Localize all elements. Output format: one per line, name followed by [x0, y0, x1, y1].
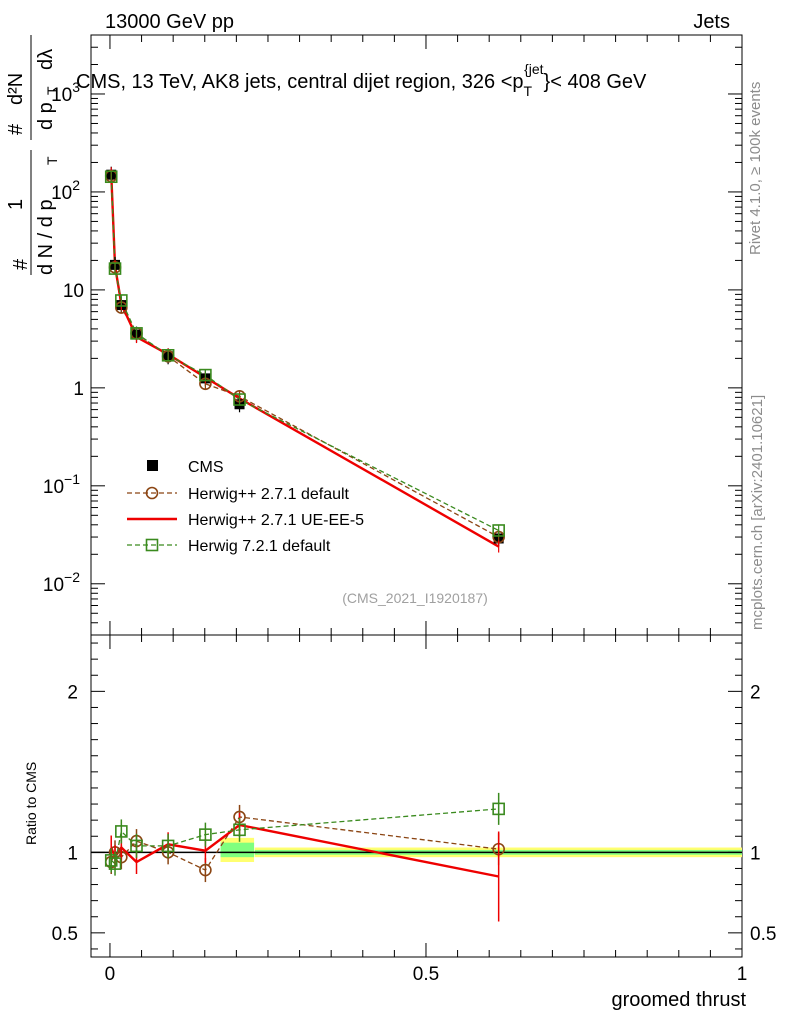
ratio-y-tick-label-right: 1: [750, 843, 761, 864]
herwig7-point: [130, 839, 143, 853]
rivet-version-label: Rivet 4.1.0, ≥ 100k events: [747, 82, 764, 255]
x-tick-label: 0: [105, 964, 116, 985]
svg-text:1: 1: [5, 199, 27, 210]
herwig7-point: [233, 823, 246, 837]
legend-label: Herwig 7.2.1 default: [188, 538, 331, 555]
analysis-annotation: (CMS_2021_I1920187): [342, 590, 488, 606]
svg-text:#: #: [5, 123, 27, 135]
ratio-series-group: [104, 792, 505, 922]
ratio-y-tick-label-right: 0.5: [750, 924, 776, 945]
herwig7-point: [130, 327, 143, 340]
x-tick-label: 0.5: [413, 964, 439, 985]
ratio-y-tick-label: 1: [67, 843, 78, 864]
main-y-axis-label: # 1 d N / d p T d²N # d p T dλ: [5, 35, 60, 275]
legend-label: Herwig++ 2.7.1 UE-EE-5: [188, 512, 364, 529]
mcplots-label: mcplots.cern.ch [arXiv:2401.10621]: [749, 395, 766, 630]
svg-text:T: T: [44, 86, 60, 95]
ratio-y-axis-label: Ratio to CMS: [23, 762, 39, 845]
main-y-axis-ticks: 10−2 10−1 1 10 102 103: [43, 34, 743, 636]
ratio-series-line: [110, 816, 499, 871]
herwig7-point: [492, 524, 505, 537]
x-tick-label: 1: [737, 964, 748, 985]
ratio-y-tick-label: 0.5: [52, 924, 78, 945]
ratio-y-tick-label: 2: [67, 682, 78, 703]
herwig7-point: [492, 802, 505, 816]
chart-title: CMS, 13 TeV, AK8 jets, central dijet reg…: [76, 61, 647, 99]
header-right: Jets: [693, 11, 730, 33]
herwig7-point: [145, 538, 159, 552]
herwig7-point: [161, 348, 175, 362]
herwig7-point: [108, 857, 122, 870]
svg-text:dλ: dλ: [35, 49, 57, 70]
herwig7-point: [104, 170, 118, 184]
herwig7-point: [115, 825, 128, 838]
main-series-group: [104, 166, 505, 553]
herwig7-point: [199, 368, 212, 382]
legend-label: Herwig++ 2.7.1 default: [188, 486, 350, 503]
main-y-tick-label: 1: [73, 379, 84, 400]
svg-text:T: T: [44, 156, 60, 165]
herwig7-point: [199, 828, 212, 841]
main-y-tick-label: 102: [51, 177, 80, 204]
svg-text:d p: d p: [35, 102, 57, 130]
herwig7-point: [108, 262, 122, 275]
ratio-band-bin-inner: [220, 842, 255, 858]
legend-label: CMS: [188, 459, 224, 476]
herwig7-point: [161, 839, 175, 853]
svg-text:d²N: d²N: [5, 73, 27, 105]
legend: CMS Herwig++ 2.7.1 default Herwig++ 2.7.1 …: [127, 459, 364, 555]
main-y-tick-label: 103: [51, 79, 80, 106]
ratio-axis-ticks: 0.5 0.51 12 20 0.5 1: [52, 635, 776, 985]
svg-text:#: #: [10, 258, 32, 270]
header-left: 13000 GeV pp: [105, 11, 234, 33]
svg-text:d N / d p: d N / d p: [35, 199, 57, 275]
main-y-tick-label: 10: [63, 281, 84, 302]
herwig-default-point: [145, 486, 159, 500]
main-y-tick-label: 10−1: [43, 471, 80, 498]
herwig7-point: [104, 854, 118, 867]
ratio-panel-frame: [90, 634, 743, 958]
herwig7-point: [115, 294, 128, 307]
x-axis-label: groomed thrust: [611, 989, 746, 1011]
herwig-default-point: [199, 863, 212, 877]
ratio-y-tick-label-right: 2: [750, 682, 761, 703]
herwig7-point: [233, 393, 246, 406]
main-y-tick-label: 10−2: [43, 569, 80, 596]
legend-cms-marker: [147, 460, 158, 471]
ratio-uncertainty-band: [91, 837, 742, 863]
